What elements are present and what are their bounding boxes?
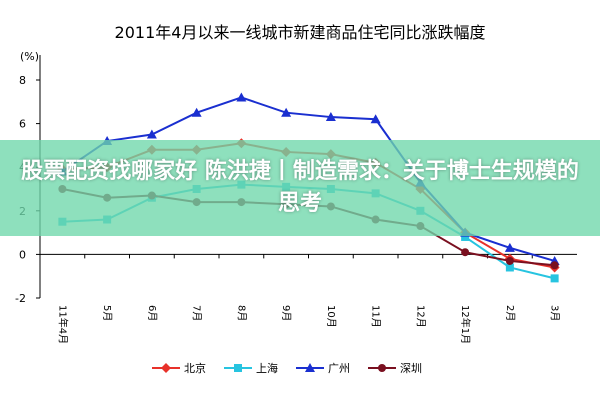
x-tick-label: 9月 xyxy=(280,305,292,321)
x-tick-label: 5月 xyxy=(101,305,113,321)
chart-title: 2011年4月以来一线城市新建商品住宅同比涨跌幅度 xyxy=(115,23,486,42)
x-tick-label: 12年1月 xyxy=(459,305,472,344)
y-tick-label: -2 xyxy=(15,292,26,305)
data-point xyxy=(191,107,202,117)
legend-label: 广州 xyxy=(328,362,350,375)
legend-marker xyxy=(234,364,242,372)
y-tick-label: 0 xyxy=(19,248,26,261)
data-point xyxy=(505,256,514,265)
data-point xyxy=(370,114,381,124)
legend-marker xyxy=(161,363,171,373)
data-point xyxy=(461,248,470,257)
data-point xyxy=(550,261,559,270)
x-tick-label: 3月 xyxy=(549,305,561,321)
data-point xyxy=(505,263,514,272)
y-tick-label: 8 xyxy=(19,74,26,87)
data-point xyxy=(146,129,157,139)
data-point xyxy=(504,242,515,252)
legend-label: 北京 xyxy=(184,361,206,375)
overlay-text: 股票配资找哪家好 陈洪捷丨制造需求：关于博士生规模的思考 xyxy=(21,159,579,216)
x-tick-label: 6月 xyxy=(146,305,158,321)
legend-marker xyxy=(378,364,386,372)
x-tick-label: 11月 xyxy=(370,305,382,328)
x-tick-label: 12月 xyxy=(414,305,426,328)
x-tick-label: 11年4月 xyxy=(56,305,69,344)
x-tick-label: 10月 xyxy=(325,305,337,328)
x-tick-label: 2月 xyxy=(504,305,516,321)
y-tick-label: 6 xyxy=(19,118,26,131)
data-point xyxy=(325,112,336,122)
legend-label: 深圳 xyxy=(400,362,422,375)
x-tick-label: 8月 xyxy=(235,305,247,321)
data-point xyxy=(550,274,559,283)
y-axis-label: (%) xyxy=(20,50,39,63)
x-tick-label: 7月 xyxy=(191,305,203,321)
legend-label: 上海 xyxy=(256,361,278,375)
data-point xyxy=(236,92,247,102)
data-point xyxy=(281,107,292,117)
overlay-banner: 股票配资找哪家好 陈洪捷丨制造需求：关于博士生规模的思考 xyxy=(0,140,600,236)
data-point xyxy=(461,232,470,241)
legend-marker xyxy=(305,363,315,372)
